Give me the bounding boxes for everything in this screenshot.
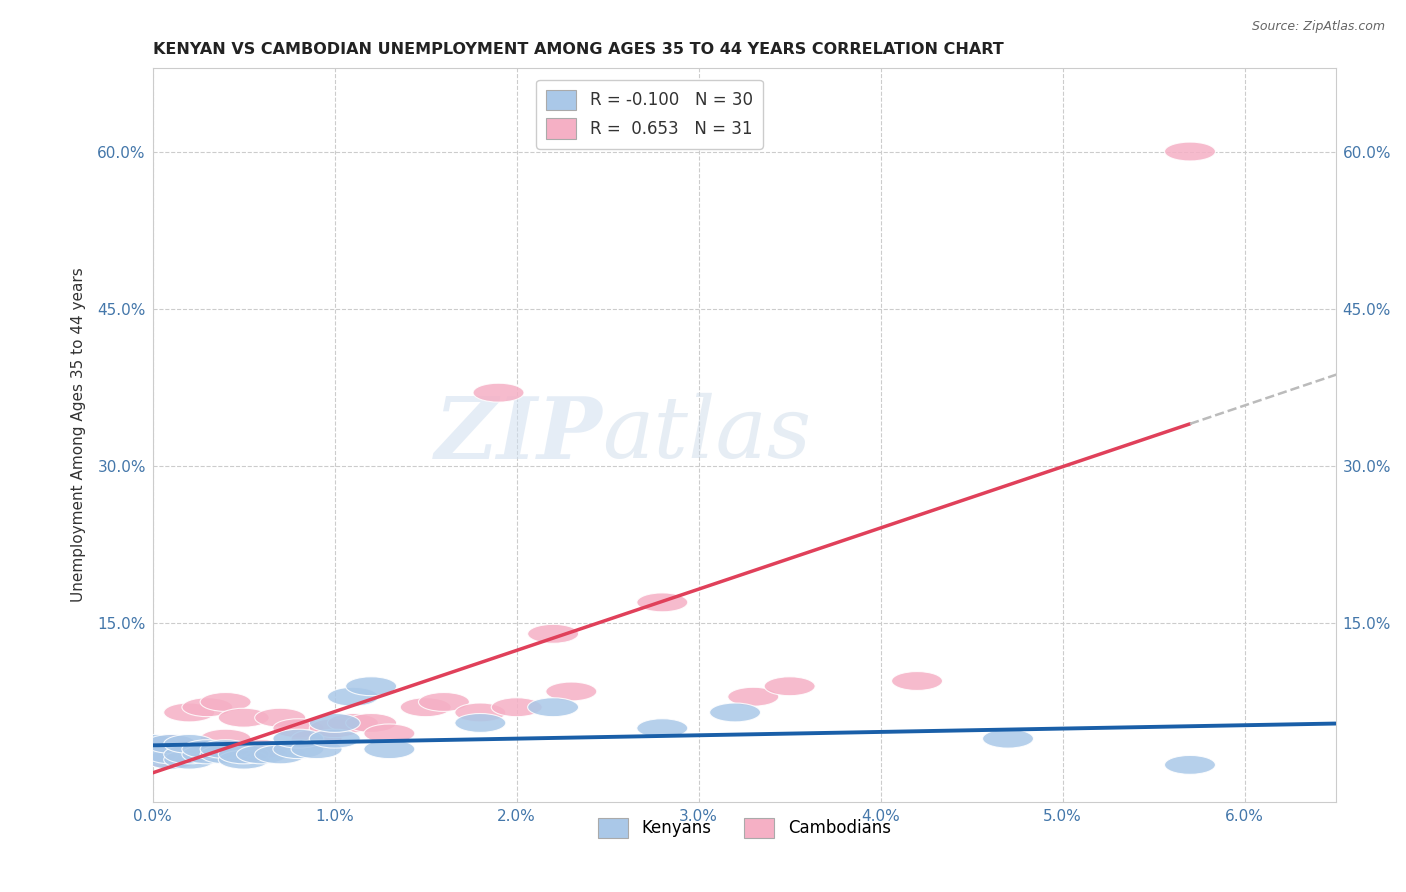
Ellipse shape (200, 692, 252, 712)
Ellipse shape (236, 739, 287, 758)
Ellipse shape (218, 708, 270, 727)
Ellipse shape (346, 677, 396, 696)
Legend: Kenyans, Cambodians: Kenyans, Cambodians (591, 811, 897, 845)
Ellipse shape (456, 714, 506, 732)
Ellipse shape (145, 734, 197, 754)
Ellipse shape (637, 719, 688, 738)
Y-axis label: Unemployment Among Ages 35 to 44 years: Unemployment Among Ages 35 to 44 years (72, 268, 86, 602)
Ellipse shape (128, 734, 179, 754)
Ellipse shape (236, 745, 287, 764)
Ellipse shape (200, 745, 252, 764)
Text: atlas: atlas (602, 393, 811, 476)
Ellipse shape (1164, 756, 1215, 774)
Ellipse shape (128, 745, 179, 764)
Ellipse shape (491, 698, 543, 716)
Ellipse shape (163, 745, 215, 764)
Ellipse shape (546, 682, 596, 701)
Ellipse shape (328, 688, 378, 706)
Ellipse shape (364, 724, 415, 743)
Ellipse shape (1164, 142, 1215, 161)
Ellipse shape (273, 739, 323, 758)
Ellipse shape (527, 698, 579, 716)
Ellipse shape (181, 745, 233, 764)
Ellipse shape (163, 750, 215, 769)
Ellipse shape (364, 739, 415, 758)
Ellipse shape (291, 739, 342, 758)
Ellipse shape (309, 730, 360, 748)
Ellipse shape (472, 384, 524, 402)
Text: ZIP: ZIP (434, 392, 602, 476)
Ellipse shape (527, 624, 579, 643)
Ellipse shape (983, 730, 1033, 748)
Ellipse shape (765, 677, 815, 696)
Ellipse shape (181, 739, 233, 758)
Ellipse shape (218, 745, 270, 764)
Ellipse shape (309, 714, 360, 732)
Ellipse shape (273, 730, 323, 748)
Ellipse shape (145, 734, 197, 754)
Ellipse shape (163, 745, 215, 764)
Ellipse shape (163, 734, 215, 754)
Ellipse shape (273, 719, 323, 738)
Ellipse shape (218, 745, 270, 764)
Ellipse shape (254, 745, 305, 764)
Ellipse shape (728, 688, 779, 706)
Ellipse shape (419, 692, 470, 712)
Ellipse shape (145, 745, 197, 764)
Ellipse shape (200, 730, 252, 748)
Ellipse shape (710, 703, 761, 722)
Ellipse shape (254, 708, 305, 727)
Ellipse shape (181, 698, 233, 716)
Ellipse shape (181, 739, 233, 758)
Ellipse shape (145, 750, 197, 769)
Ellipse shape (163, 703, 215, 722)
Ellipse shape (309, 719, 360, 738)
Ellipse shape (637, 593, 688, 612)
Text: Source: ZipAtlas.com: Source: ZipAtlas.com (1251, 20, 1385, 33)
Ellipse shape (291, 730, 342, 748)
Ellipse shape (218, 750, 270, 769)
Ellipse shape (328, 714, 378, 732)
Ellipse shape (401, 698, 451, 716)
Ellipse shape (346, 714, 396, 732)
Ellipse shape (128, 745, 179, 764)
Ellipse shape (200, 739, 252, 758)
Text: KENYAN VS CAMBODIAN UNEMPLOYMENT AMONG AGES 35 TO 44 YEARS CORRELATION CHART: KENYAN VS CAMBODIAN UNEMPLOYMENT AMONG A… (153, 42, 1004, 57)
Ellipse shape (456, 703, 506, 722)
Ellipse shape (145, 750, 197, 769)
Ellipse shape (891, 672, 942, 690)
